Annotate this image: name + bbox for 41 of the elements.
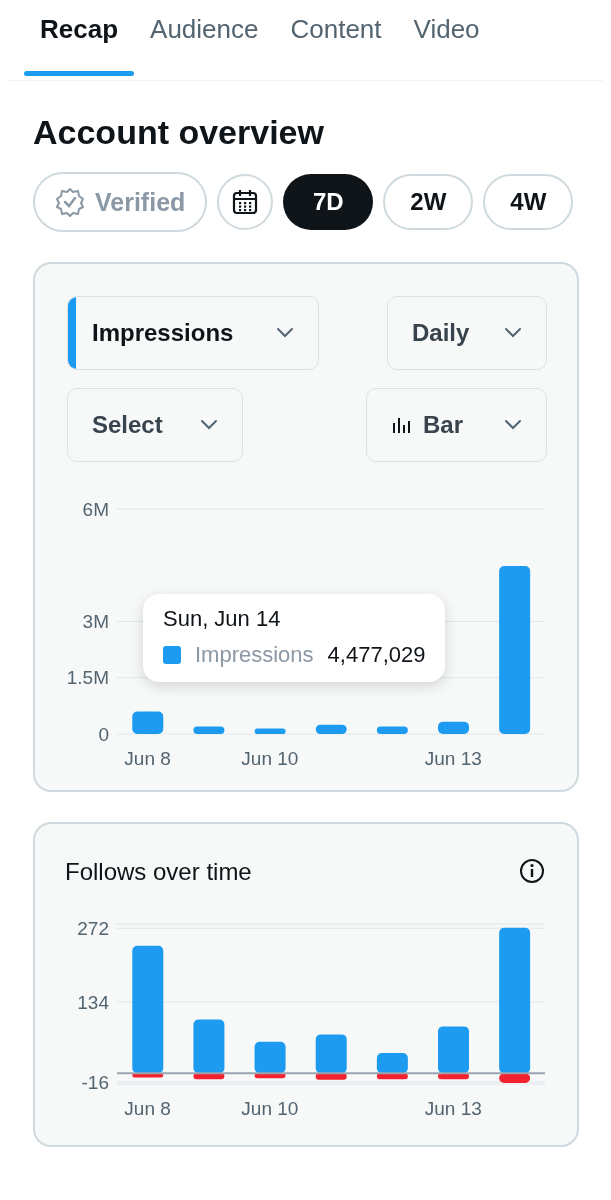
y-tick-label: 134 [77, 991, 110, 1013]
y-tick-label: 6M [82, 498, 109, 520]
bar [376, 1053, 408, 1074]
text: Impressions [92, 319, 235, 347]
x-tick-label: Jun 10 [241, 748, 299, 770]
text: 7D [283, 174, 374, 230]
text: Content [289, 13, 383, 46]
bar [315, 1034, 347, 1074]
bar [254, 1041, 286, 1074]
text: 2W [383, 174, 474, 230]
text: Audience [149, 13, 260, 46]
y-tick-label: 272 [77, 918, 109, 940]
annotation: 4,477,029 [327, 642, 426, 668]
text: Daily [412, 319, 471, 347]
x-tick-label: Jun 10 [241, 1098, 299, 1120]
bar [438, 1026, 469, 1074]
chart-title: Follows over time [65, 858, 252, 886]
y-tick-label: 1.5M [66, 667, 109, 689]
bar [438, 721, 469, 734]
bar [193, 1019, 225, 1074]
x-tick-label: Jun 13 [424, 1098, 482, 1120]
bar [254, 728, 286, 734]
bar [132, 945, 164, 1074]
annotation: Sun, Jun 14 [163, 606, 282, 632]
x-tick-label: Jun 13 [424, 748, 482, 770]
y-tick-label: 0 [98, 723, 109, 745]
bar [132, 711, 164, 734]
y-tick-label: 3M [82, 611, 109, 633]
text: Account overview [33, 113, 325, 152]
text: Bar [423, 411, 465, 439]
text: Select [92, 411, 164, 439]
annotation: Impressions [195, 642, 314, 668]
y-tick-label: -16 [81, 1071, 109, 1093]
x-tick-label: Jun 8 [124, 1098, 171, 1120]
bar [499, 566, 531, 734]
x-tick-label: Jun 8 [124, 748, 171, 770]
text: Recap [39, 13, 120, 46]
text: 4W [483, 174, 574, 230]
bar [499, 927, 531, 1074]
text: Verified [33, 172, 208, 232]
text: Video [412, 13, 481, 46]
